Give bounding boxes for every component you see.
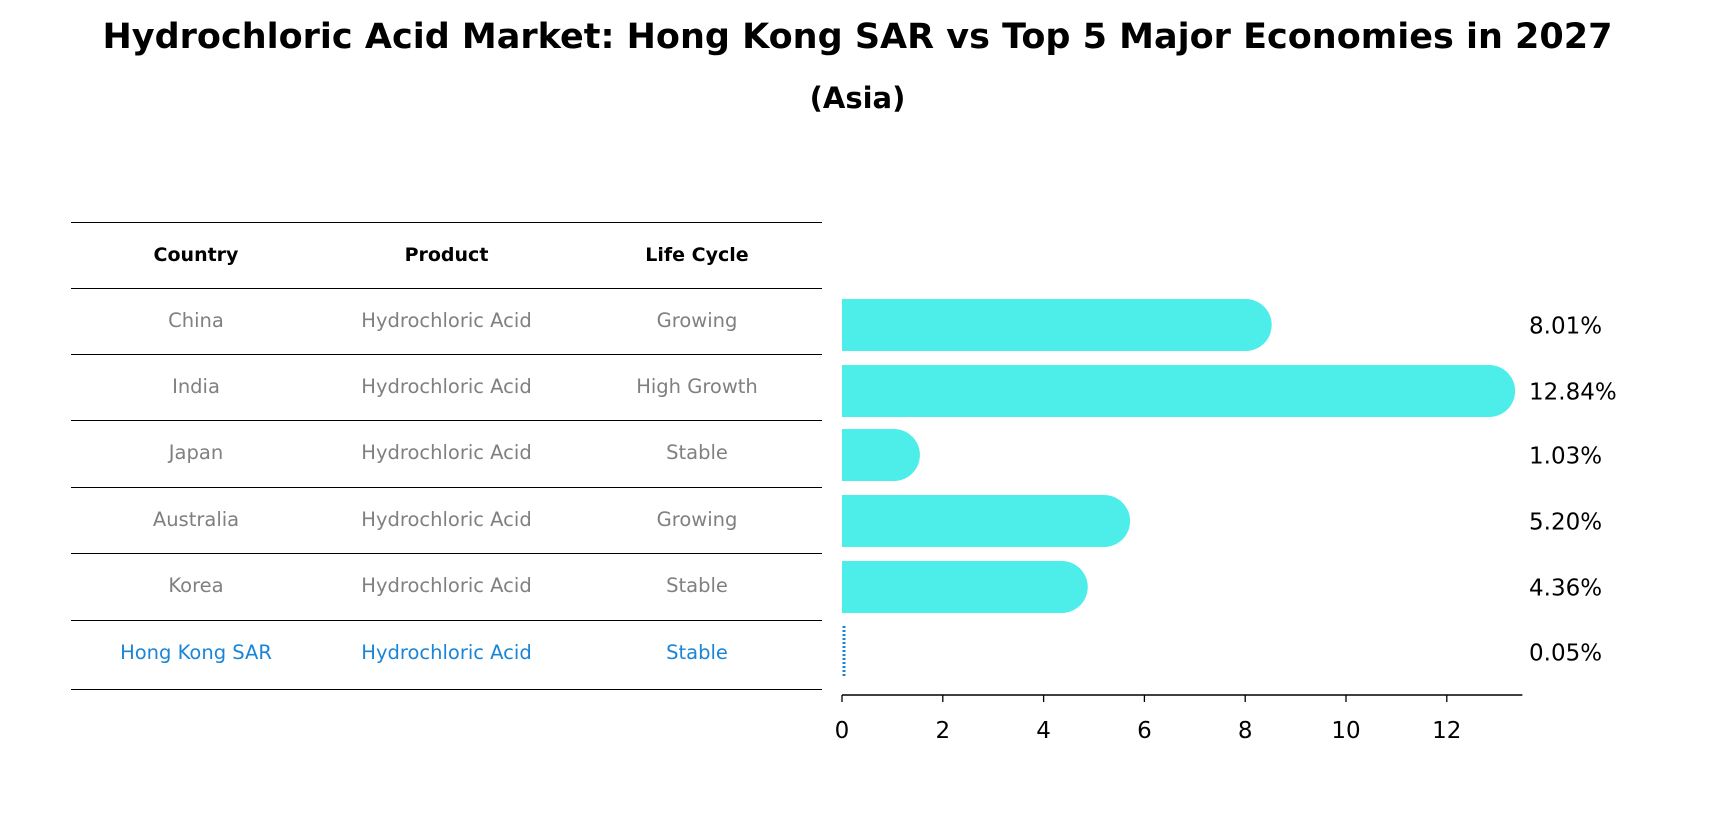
table-header-row: Country Product Life Cycle bbox=[71, 222, 822, 288]
table-row-china: China Hydrochloric Acid Growing bbox=[71, 288, 822, 354]
life-cycle-cell: Growing bbox=[656, 309, 738, 332]
table-rule bbox=[71, 487, 822, 488]
life-cycle-cell: Stable bbox=[666, 641, 728, 664]
value-label-korea: 4.36% bbox=[1529, 576, 1602, 602]
value-label-hong-kong-sar: 0.05% bbox=[1529, 641, 1602, 667]
x-tick-label: 6 bbox=[1137, 718, 1152, 744]
product-cell: Hydrochloric Acid bbox=[361, 574, 532, 597]
x-tick-label: 12 bbox=[1432, 718, 1461, 744]
life-cycle-cell: Stable bbox=[666, 574, 728, 597]
product-cell: Hydrochloric Acid bbox=[361, 375, 532, 398]
country-cell: Australia bbox=[152, 508, 240, 531]
table-rule bbox=[71, 420, 822, 421]
table-rule-top bbox=[71, 222, 822, 223]
product-cell: Hydrochloric Acid bbox=[361, 508, 532, 531]
table-rule-bottom bbox=[71, 689, 822, 690]
table-row-korea: Korea Hydrochloric Acid Stable bbox=[71, 553, 822, 619]
table-rule-header bbox=[71, 288, 822, 289]
bar-australia bbox=[842, 495, 1131, 547]
value-label-china: 8.01% bbox=[1529, 314, 1602, 340]
x-tick-label: 2 bbox=[935, 718, 950, 744]
x-tick-label: 4 bbox=[1036, 718, 1051, 744]
x-tick-label: 10 bbox=[1331, 718, 1360, 744]
bar-india bbox=[842, 365, 1516, 417]
bar-japan bbox=[842, 429, 920, 481]
country-cell: Japan bbox=[168, 441, 224, 464]
bar-china bbox=[842, 299, 1272, 351]
table-rule bbox=[71, 620, 822, 621]
chart-subtitle: (Asia) bbox=[809, 81, 906, 115]
product-cell: Hydrochloric Acid bbox=[361, 641, 532, 664]
x-tick-label: 0 bbox=[835, 718, 850, 744]
product-cell: Hydrochloric Acid bbox=[361, 441, 532, 464]
country-cell: India bbox=[172, 375, 220, 398]
country-cell: China bbox=[168, 309, 224, 332]
table-rule bbox=[71, 553, 822, 554]
column-header-product: Product bbox=[404, 244, 489, 266]
country-cell: Korea bbox=[168, 574, 224, 597]
value-label-australia: 5.20% bbox=[1529, 510, 1602, 536]
value-label-india: 12.84% bbox=[1529, 380, 1617, 406]
table-row-india: India Hydrochloric Acid High Growth bbox=[71, 354, 822, 420]
table-rule bbox=[71, 354, 822, 355]
table-row-japan: Japan Hydrochloric Acid Stable bbox=[71, 420, 822, 486]
life-cycle-cell: Growing bbox=[656, 508, 738, 531]
bar-korea bbox=[842, 561, 1088, 613]
column-header-life-cycle: Life Cycle bbox=[645, 244, 749, 266]
country-cell: Hong Kong SAR bbox=[120, 641, 272, 664]
life-cycle-cell: High Growth bbox=[636, 375, 758, 398]
value-label-japan: 1.03% bbox=[1529, 444, 1602, 470]
product-cell: Hydrochloric Acid bbox=[361, 309, 532, 332]
table-row-australia: Australia Hydrochloric Acid Growing bbox=[71, 487, 822, 553]
column-header-country: Country bbox=[153, 244, 239, 266]
chart-title: Hydrochloric Acid Market: Hong Kong SAR … bbox=[102, 17, 1613, 57]
table-row-hong-kong-sar: Hong Kong SAR Hydrochloric Acid Stable bbox=[71, 620, 822, 686]
x-tick-label: 8 bbox=[1238, 718, 1253, 744]
life-cycle-cell: Stable bbox=[666, 441, 728, 464]
